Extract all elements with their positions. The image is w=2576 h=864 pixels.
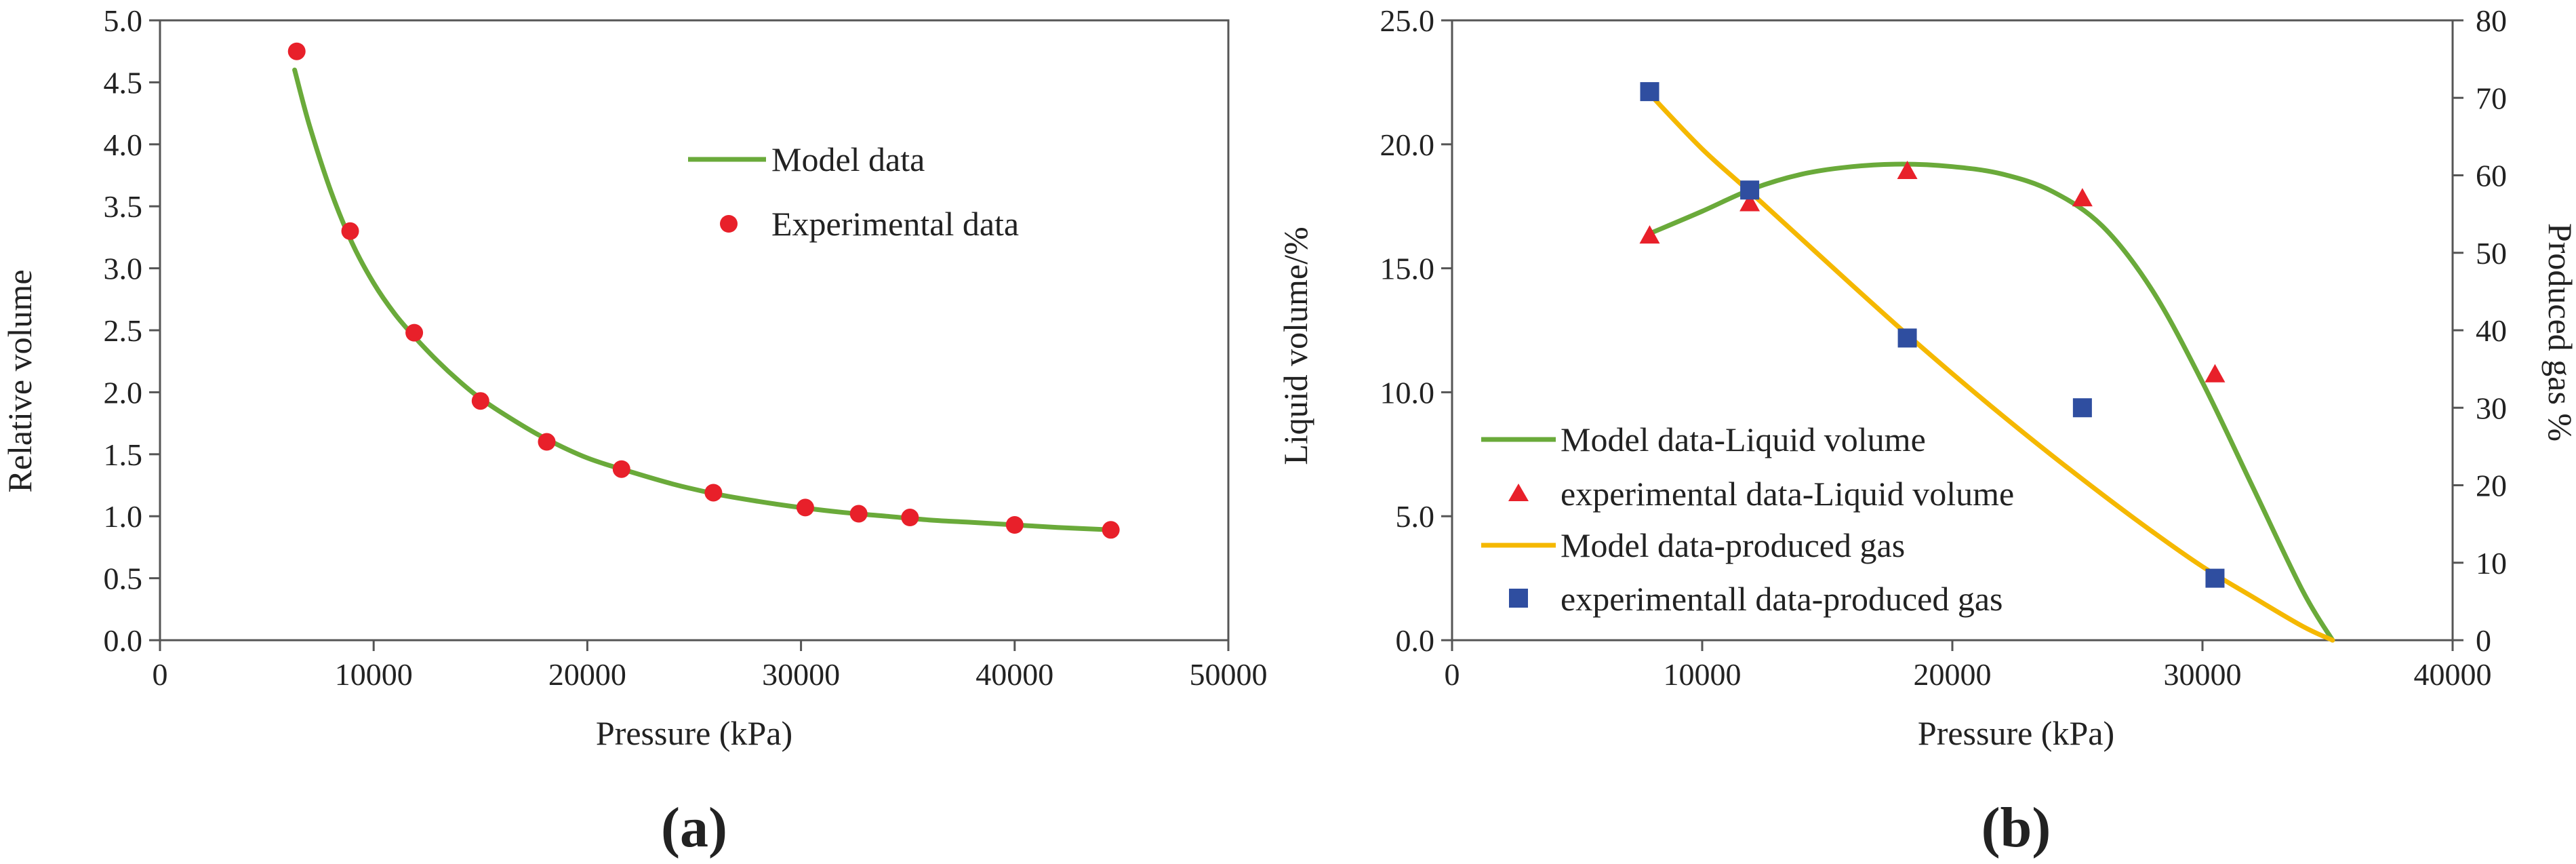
panel-b-point-experimentall-data-produced-gas: [1640, 82, 1659, 102]
panel-b-x-tick-label: 40000: [2414, 657, 2492, 692]
panel-b-y2-tick-label: 50: [2476, 236, 2507, 271]
panel-a-y-axis-title: Relative volume: [1, 269, 39, 492]
panel-b-legend-triangle-marker: [1508, 484, 1529, 501]
panel-b-y-axis-title: Liquid volume/%: [1276, 227, 1314, 465]
panel-b-legend-liquid-experimental-label: experimental data-Liquid volume: [1561, 475, 2014, 513]
panel-a-point-experimental-data: [849, 505, 868, 523]
panel-a-point-experimental-data: [538, 433, 556, 451]
panel-a-label: (a): [661, 796, 727, 859]
panel-a-point-experimental-data: [1102, 521, 1120, 539]
panel-a-legend-circle-marker: [720, 215, 738, 233]
panel-b-y2-tick-label: 40: [2476, 313, 2507, 348]
panel-b-legend-liquid-model-label: Model data-Liquid volume: [1561, 420, 1926, 458]
panel-a-point-experimental-data: [1005, 515, 1024, 534]
panel-a-point-experimental-data: [901, 509, 919, 527]
panel-b-y2-axis-title: Produced gas %: [2541, 223, 2576, 441]
panel-a-y-tick-label: 1.5: [104, 437, 143, 472]
panel-b-point-experimental-data-liquid-volume: [1739, 193, 1760, 212]
panel-b-x-tick-label: 0: [1445, 657, 1460, 692]
panel-b-y2-tick-label: 70: [2476, 81, 2507, 115]
panel-b-point-experimental-data-liquid-volume: [2205, 364, 2226, 382]
panel-a-plot-area: [159, 19, 1230, 642]
panel-b-y2-tick-label: 30: [2476, 391, 2507, 425]
panel-b-x-tick-label: 30000: [2164, 657, 2242, 692]
panel-b-y-tick-label: 10.0: [1380, 375, 1435, 410]
panel-a-x-tick-label: 20000: [548, 657, 626, 692]
panel-b-point-experimental-data-liquid-volume: [2072, 188, 2093, 207]
panel-b-legend: Model data-Liquid volume experimental da…: [1481, 420, 2014, 618]
panel-b-legend-gas-experimental-label: experimentall data-produced gas: [1561, 580, 2003, 618]
panel-b-y-tick-label: 20.0: [1380, 127, 1435, 162]
panel-a-legend-model-label: Model data: [771, 140, 925, 178]
panel-a-x-tick-label: 0: [153, 657, 168, 692]
panel-b-point-experimentall-data-produced-gas: [1740, 180, 1760, 200]
panel-b-y-tick-label: 15.0: [1380, 252, 1435, 286]
panel-a-point-experimental-data: [796, 498, 814, 517]
panel-b-legend-gas-model-label: Model data-produced gas: [1561, 526, 1905, 564]
panel-a-point-experimental-data: [612, 460, 630, 478]
panel-b-y-tick-label: 0.0: [1396, 623, 1435, 658]
panel-a-y-tick-label: 4.0: [104, 127, 143, 162]
panel-a-y-tick-label: 2.5: [104, 313, 143, 348]
panel-b-x-tick-label: 10000: [1664, 657, 1742, 692]
panel-a-line-model-data: [292, 67, 1114, 532]
panel-b-point-experimentall-data-produced-gas: [2205, 568, 2225, 588]
panel-a-y-tick-label: 5.0: [104, 3, 143, 38]
panel-a-point-experimental-data: [341, 222, 359, 240]
panel-b-x-tick-label: 20000: [1914, 657, 1992, 692]
panel-a-point-experimental-data: [405, 323, 424, 342]
panel-b-y2-tick-label: 80: [2476, 3, 2507, 38]
panel-b-point-experimentall-data-produced-gas: [2072, 398, 2092, 418]
panel-b-data-marks: [1639, 82, 2335, 643]
panel-b-x-axis-title: Pressure (kPa): [1918, 714, 2114, 752]
panel-b-y-tick-label: 25.0: [1380, 3, 1435, 38]
panel-b-point-experimental-data-liquid-volume: [1639, 225, 1660, 244]
panel-b-y2-tick-label: 20: [2476, 469, 2507, 503]
panel-b-ticks: 0 10000 20000 30000 40000 0.0 5.0 10.0 15.0 20.0 2…: [1380, 3, 2508, 692]
panel-a-y-tick-label: 4.5: [104, 65, 143, 100]
panel-a-legend-experimental-label: Experimental data: [771, 205, 1019, 243]
panel-a-y-tick-label: 0.0: [104, 623, 143, 658]
panel-a-x-axis-title: Pressure (kPa): [596, 714, 792, 752]
panel-a-point-experimental-data: [471, 392, 489, 410]
panel-b-point-experimentall-data-produced-gas: [1897, 328, 1917, 348]
panel-a-x-tick-label: 50000: [1190, 657, 1268, 692]
panel-b-y2-tick-label: 60: [2476, 159, 2507, 193]
panel-a-y-tick-label: 0.5: [104, 562, 143, 596]
panel-b-point-experimental-data-liquid-volume: [1897, 161, 1918, 180]
panel-a-ticks: 0 10000 20000 30000 40000 50000 0.0 0.5 1.0 1.5 2.…: [104, 3, 1268, 692]
panel-a-data-marks: [287, 42, 1120, 539]
panel-a-y-tick-label: 3.0: [104, 252, 143, 286]
panel-a-y-tick-label: 2.0: [104, 375, 143, 410]
panel-a: 0 10000 20000 30000 40000 50000 0.0 0.5 1.0 1.5 2.…: [1, 3, 1268, 859]
panel-b-y2-tick-label: 0: [2476, 623, 2491, 658]
panel-a-x-tick-label: 10000: [335, 657, 413, 692]
panel-a-legend: Model data Experimental data: [688, 140, 1019, 243]
panel-b-y-tick-label: 5.0: [1396, 499, 1435, 534]
panel-a-point-experimental-data: [704, 484, 723, 502]
panel-a-plot-frame: [159, 19, 1230, 642]
panel-b-label: (b): [1981, 796, 2051, 859]
panel-b-line-model-data-liquid-volume: [1647, 161, 2335, 643]
panel-a-x-tick-label: 40000: [975, 657, 1053, 692]
panel-a-x-tick-label: 30000: [762, 657, 840, 692]
panel-b-legend-square-marker: [1509, 589, 1528, 608]
panel-b-line-model-data-produced-gas: [1647, 92, 2335, 643]
panel-a-y-tick-label: 3.5: [104, 189, 143, 224]
panel-b: 0 10000 20000 30000 40000 0.0 5.0 10.0 15.0 20.0 2…: [1276, 3, 2576, 859]
panel-b-y2-tick-label: 10: [2476, 546, 2507, 581]
panel-a-point-experimental-data: [287, 42, 306, 60]
panel-a-y-tick-label: 1.0: [104, 499, 143, 534]
